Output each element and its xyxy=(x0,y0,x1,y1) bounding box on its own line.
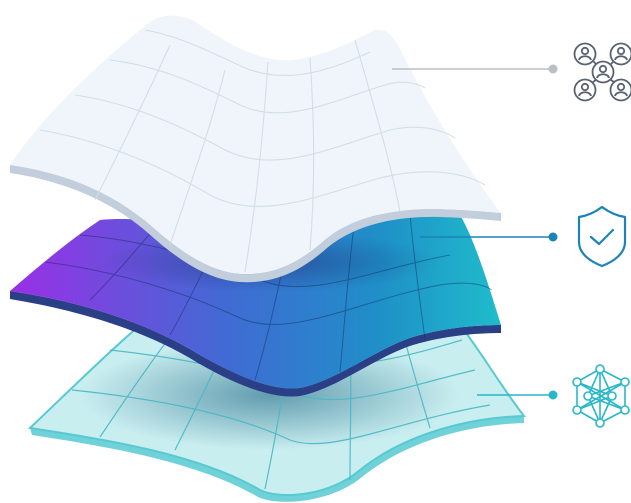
middle-connector xyxy=(420,232,558,242)
neural-network-icon xyxy=(572,364,630,428)
bottom-layer-shadow xyxy=(80,340,460,450)
bottom-layer xyxy=(27,315,526,502)
top-layer-edge xyxy=(10,165,501,283)
bottom-connector xyxy=(477,390,558,400)
bottom-layer-edge xyxy=(30,416,524,502)
middle-layer-edge xyxy=(10,291,501,397)
top-layer-grid xyxy=(39,29,486,273)
shield-check-icon xyxy=(577,205,627,268)
top-connector xyxy=(392,64,558,74)
top-layer-surface xyxy=(10,15,501,275)
people-network-icon xyxy=(573,42,631,102)
top-layer xyxy=(10,15,501,283)
